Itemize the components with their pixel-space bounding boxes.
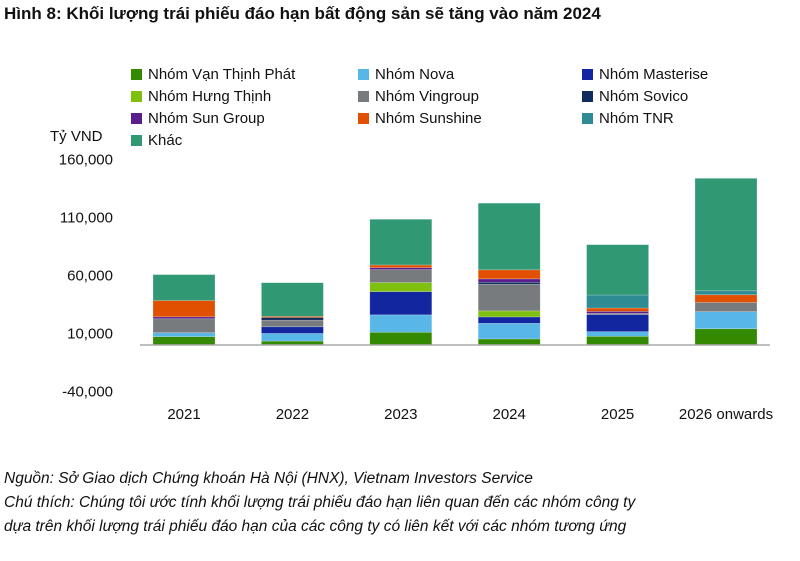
bar-segment bbox=[694, 178, 758, 292]
legend-swatch bbox=[131, 113, 142, 124]
bar-segment bbox=[152, 316, 216, 320]
bar-segment bbox=[369, 291, 433, 316]
legend-item: Nhóm TNR bbox=[582, 110, 674, 127]
legend-item: Nhóm Vingroup bbox=[358, 88, 479, 105]
bar-segment bbox=[369, 282, 433, 292]
legend-item: Nhóm Sun Group bbox=[131, 110, 265, 127]
bar-segment bbox=[477, 338, 541, 346]
bar-segment bbox=[261, 326, 324, 334]
x-tick-label: 2021 bbox=[167, 406, 200, 423]
bar-segment bbox=[152, 300, 216, 318]
bar-segment bbox=[694, 311, 758, 330]
footnote-line-1: Chú thích: Chúng tôi ước tính khối lượng… bbox=[4, 494, 636, 511]
y-axis-label: Tỷ VND bbox=[50, 128, 103, 145]
legend-item: Nhóm Nova bbox=[358, 66, 454, 83]
legend-swatch bbox=[358, 69, 369, 80]
bar-segment bbox=[586, 335, 649, 346]
legend-swatch bbox=[358, 113, 369, 124]
bar-segment bbox=[369, 331, 433, 346]
bar-segment bbox=[477, 310, 541, 318]
bar-segment bbox=[477, 316, 541, 324]
bar-segment bbox=[477, 269, 541, 280]
bar-segment bbox=[261, 333, 324, 342]
footnote-line-2: dựa trên khối lượng trái phiếu đáo hạn c… bbox=[4, 518, 627, 535]
bar-segment bbox=[152, 274, 216, 301]
legend-item: Nhóm Sunshine bbox=[358, 110, 482, 127]
y-tick-label: 60,000 bbox=[67, 267, 113, 284]
legend-swatch bbox=[582, 91, 593, 102]
legend-label: Nhóm Sun Group bbox=[148, 110, 265, 127]
bar-segment bbox=[694, 302, 758, 313]
legend-swatch bbox=[582, 69, 593, 80]
bar-segment bbox=[369, 218, 433, 266]
legend-label: Nhóm Sovico bbox=[599, 88, 689, 105]
legend-label: Nhóm Masterise bbox=[599, 66, 709, 83]
bar-segment bbox=[369, 269, 433, 283]
x-tick-label: 2025 bbox=[601, 406, 634, 423]
y-tick-label: 10,000 bbox=[67, 325, 113, 342]
bar-segment bbox=[586, 314, 649, 332]
bar-segment bbox=[477, 323, 541, 340]
y-tick-label: 160,000 bbox=[59, 151, 113, 168]
legend-label: Nhóm TNR bbox=[599, 110, 674, 127]
bar-segment bbox=[261, 319, 324, 328]
bar-segment bbox=[586, 331, 649, 337]
legend-label: Nhóm Hưng Thịnh bbox=[148, 88, 272, 105]
bar-segment bbox=[369, 264, 433, 268]
bar-segment bbox=[586, 307, 649, 312]
bar-segment bbox=[477, 202, 541, 271]
legend-swatch bbox=[131, 91, 142, 102]
bar-segment bbox=[586, 294, 649, 309]
bar-segment bbox=[152, 318, 216, 334]
bar-segment bbox=[694, 290, 758, 296]
legend-label: Nhóm Vạn Thịnh Phát bbox=[148, 66, 296, 83]
legend-swatch bbox=[358, 91, 369, 102]
x-tick-label: 2024 bbox=[493, 406, 526, 423]
bar-segment bbox=[694, 294, 758, 303]
bar-segment bbox=[369, 314, 433, 333]
legend-swatch bbox=[131, 135, 142, 146]
legend-label: Khác bbox=[148, 132, 183, 149]
legend-item: Nhóm Sovico bbox=[582, 88, 688, 105]
legend-item: Nhóm Hưng Thịnh bbox=[131, 88, 271, 105]
bar-segment bbox=[152, 336, 216, 346]
legend-label: Nhóm Sunshine bbox=[375, 110, 482, 127]
legend-item: Nhóm Masterise bbox=[582, 66, 708, 83]
legend-swatch bbox=[582, 113, 593, 124]
bar-segment bbox=[261, 282, 324, 317]
chart: -40,000 10,000 60,000 110,000 160,000 2021 202… bbox=[59, 151, 773, 423]
bar-segment bbox=[586, 313, 649, 315]
bar-segment bbox=[694, 328, 758, 346]
bar-segment bbox=[477, 283, 541, 312]
x-tick-label: 2026 onwards bbox=[679, 406, 773, 423]
legend-swatch bbox=[131, 69, 142, 80]
legend-label: Nhóm Vingroup bbox=[375, 88, 479, 105]
x-tick-label: 2022 bbox=[276, 406, 309, 423]
source-note: Nguồn: Sở Giao dịch Chứng khoán Hà Nội (… bbox=[4, 470, 533, 487]
legend-label: Nhóm Nova bbox=[375, 66, 455, 83]
bar-segment bbox=[152, 332, 216, 337]
bar-segment bbox=[261, 317, 324, 321]
y-tick-label: 110,000 bbox=[60, 209, 113, 226]
y-tick-label: -40,000 bbox=[62, 383, 113, 400]
legend-item: Khác bbox=[131, 132, 182, 149]
bar-segment bbox=[477, 278, 541, 283]
bar-segment bbox=[586, 244, 649, 296]
chart-title: Hình 8: Khối lượng trái phiếu đáo hạn bấ… bbox=[4, 4, 601, 23]
legend-item: Nhóm Vạn Thịnh Phát bbox=[131, 66, 295, 83]
x-tick-label: 2023 bbox=[384, 406, 417, 423]
